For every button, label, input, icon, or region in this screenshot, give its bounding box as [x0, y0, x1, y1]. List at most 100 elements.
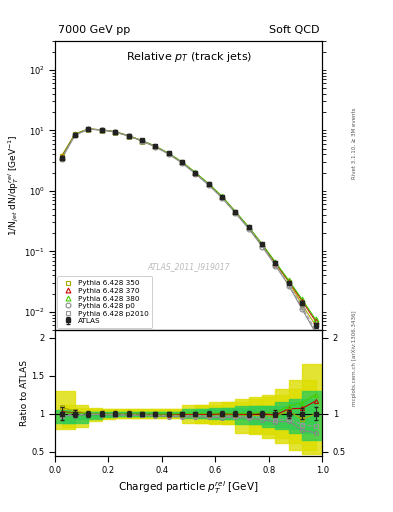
Pythia 6.428 380 [99, 127, 104, 133]
Bar [249, 397, 275, 434]
Pythia 6.428 380 [113, 129, 118, 135]
Y-axis label: 1/N$_{jet}$ dN/dp$_{T}^{rel}$ [GeV$^{-1}$]: 1/N$_{jet}$ dN/dp$_{T}^{rel}$ [GeV$^{-1}… [6, 135, 21, 237]
Pythia 6.428 p2010 [206, 182, 211, 188]
Pythia 6.428 350 [300, 302, 305, 308]
Pythia 6.428 p2010 [220, 195, 224, 201]
Pythia 6.428 350 [286, 279, 291, 285]
Pythia 6.428 370 [233, 209, 238, 215]
Text: Relative $p_{T}$ (track jets): Relative $p_{T}$ (track jets) [125, 50, 252, 63]
Bar [262, 395, 289, 438]
Pythia 6.428 380 [153, 143, 158, 149]
Bar [302, 364, 329, 454]
Bar [115, 409, 142, 418]
Pythia 6.428 p0 [233, 210, 238, 216]
Bar [142, 412, 169, 416]
Pythia 6.428 350 [220, 194, 224, 200]
Pythia 6.428 350 [313, 322, 318, 328]
Pythia 6.428 p2010 [246, 225, 251, 231]
Bar [169, 412, 195, 416]
Pythia 6.428 p0 [193, 170, 198, 177]
Bar [88, 409, 115, 419]
Pythia 6.428 380 [300, 296, 305, 303]
Pythia 6.428 p2010 [166, 151, 171, 157]
Text: 7000 GeV pp: 7000 GeV pp [58, 25, 130, 35]
Bar [235, 398, 262, 433]
Pythia 6.428 350 [166, 151, 171, 157]
Pythia 6.428 p0 [300, 306, 305, 312]
Bar [262, 406, 289, 426]
Pythia 6.428 p0 [246, 226, 251, 232]
Bar [102, 412, 129, 416]
Pythia 6.428 p2010 [140, 138, 144, 144]
Pythia 6.428 350 [126, 133, 131, 139]
Pythia 6.428 370 [180, 159, 184, 165]
Bar [289, 398, 316, 433]
Pythia 6.428 p0 [99, 127, 104, 133]
Pythia 6.428 350 [206, 181, 211, 187]
Pythia 6.428 380 [220, 193, 224, 199]
Pythia 6.428 370 [73, 131, 77, 137]
Pythia 6.428 p0 [113, 129, 118, 135]
Bar [155, 412, 182, 416]
Pythia 6.428 p2010 [300, 304, 305, 310]
Bar [115, 412, 142, 416]
Bar [102, 409, 129, 418]
Pythia 6.428 380 [313, 316, 318, 323]
Pythia 6.428 350 [233, 209, 238, 215]
Pythia 6.428 350 [73, 131, 77, 137]
Pythia 6.428 p0 [273, 263, 278, 269]
Pythia 6.428 p2010 [153, 143, 158, 150]
Pythia 6.428 380 [206, 181, 211, 187]
Pythia 6.428 p0 [220, 195, 224, 201]
Pythia 6.428 p2010 [73, 132, 77, 138]
Pythia 6.428 p0 [313, 330, 318, 336]
Text: Rivet 3.1.10, ≥ 3M events: Rivet 3.1.10, ≥ 3M events [352, 108, 357, 179]
Bar [275, 402, 302, 429]
Text: ATLAS_2011_I919017: ATLAS_2011_I919017 [147, 262, 230, 271]
Line: Pythia 6.428 p0: Pythia 6.428 p0 [59, 127, 318, 335]
Pythia 6.428 370 [166, 151, 171, 157]
Pythia 6.428 350 [113, 129, 118, 135]
Line: Pythia 6.428 380: Pythia 6.428 380 [59, 126, 318, 322]
Bar [182, 409, 209, 418]
Pythia 6.428 370 [206, 181, 211, 187]
Pythia 6.428 370 [273, 260, 278, 266]
Pythia 6.428 350 [153, 143, 158, 150]
Pythia 6.428 380 [193, 169, 198, 176]
Pythia 6.428 380 [260, 241, 264, 247]
Pythia 6.428 p0 [126, 133, 131, 139]
Bar [275, 390, 302, 443]
Bar [88, 412, 115, 417]
Pythia 6.428 380 [59, 155, 64, 161]
Bar [195, 404, 222, 423]
Pythia 6.428 p2010 [59, 155, 64, 161]
Pythia 6.428 370 [286, 278, 291, 284]
Pythia 6.428 p0 [153, 144, 158, 150]
Pythia 6.428 p2010 [313, 327, 318, 333]
Pythia 6.428 350 [273, 261, 278, 267]
Bar [222, 408, 249, 419]
Pythia 6.428 p0 [166, 151, 171, 157]
Bar [182, 404, 209, 423]
Bar [235, 406, 262, 424]
Text: mcplots.cern.ch [arXiv:1306.3436]: mcplots.cern.ch [arXiv:1306.3436] [352, 311, 357, 406]
Pythia 6.428 380 [126, 133, 131, 139]
Pythia 6.428 370 [246, 224, 251, 230]
Pythia 6.428 p2010 [113, 129, 118, 135]
Pythia 6.428 350 [86, 126, 91, 132]
Pythia 6.428 370 [59, 154, 64, 160]
Pythia 6.428 p2010 [233, 209, 238, 216]
Pythia 6.428 p0 [180, 160, 184, 166]
Pythia 6.428 p0 [140, 138, 144, 144]
Pythia 6.428 350 [59, 153, 64, 159]
Pythia 6.428 380 [73, 132, 77, 138]
Legend: Pythia 6.428 350, Pythia 6.428 370, Pythia 6.428 380, Pythia 6.428 p0, Pythia 6.: Pythia 6.428 350, Pythia 6.428 370, Pyth… [57, 276, 152, 328]
Pythia 6.428 p2010 [193, 170, 198, 176]
Pythia 6.428 p2010 [126, 133, 131, 139]
Line: Pythia 6.428 350: Pythia 6.428 350 [59, 126, 318, 328]
Pythia 6.428 p0 [86, 126, 91, 133]
Pythia 6.428 p2010 [99, 127, 104, 133]
Pythia 6.428 p0 [260, 243, 264, 249]
Pythia 6.428 p2010 [273, 262, 278, 268]
Pythia 6.428 p0 [206, 182, 211, 188]
